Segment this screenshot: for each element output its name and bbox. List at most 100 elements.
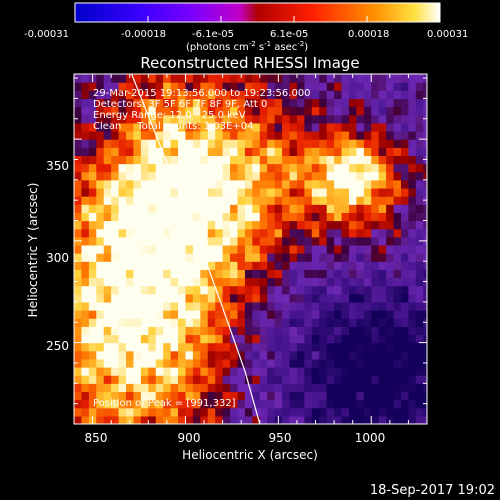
heatmap-cell [96, 204, 105, 213]
heatmap-cell [363, 367, 372, 376]
heatmap-cell [155, 253, 164, 262]
heatmap-cell [74, 228, 83, 238]
heatmap-cell [118, 114, 127, 124]
heatmap-cell [326, 155, 335, 165]
x-tick-label: 950 [269, 431, 292, 445]
heatmap-cell [81, 318, 90, 327]
heatmap-cell [200, 375, 209, 384]
heatmap-cell [237, 179, 246, 189]
heatmap-cell [96, 171, 105, 181]
heatmap-cell [393, 261, 402, 270]
heatmap-cell [118, 301, 127, 311]
heatmap-cell [163, 114, 172, 124]
heatmap-cell [155, 318, 164, 327]
heatmap-cell [348, 277, 357, 287]
heatmap-cell [334, 122, 343, 132]
heatmap-cell [88, 293, 97, 303]
heatmap-cell [319, 407, 328, 417]
heatmap-cell [259, 261, 268, 270]
heatmap-cell [423, 391, 427, 401]
heatmap-cell [74, 310, 83, 319]
heatmap-cell [96, 187, 105, 197]
heatmap-cell [267, 212, 276, 222]
chart-title: Reconstructed RHESSI Image [140, 54, 359, 72]
heatmap-cell [348, 171, 357, 181]
heatmap-cell [304, 228, 313, 238]
heatmap-cell [111, 261, 120, 270]
heatmap-cell [319, 301, 328, 311]
heatmap-cell [133, 90, 142, 100]
heatmap-cell [252, 269, 261, 279]
heatmap-cell [215, 326, 224, 336]
heatmap-cell [282, 220, 291, 230]
heatmap-cell [103, 285, 112, 295]
heatmap-cell [386, 261, 395, 270]
heatmap-cell [96, 253, 105, 262]
heatmap-cell [200, 130, 209, 140]
heatmap-cell [81, 269, 90, 279]
heatmap-cell [274, 310, 283, 319]
heatmap-cell [348, 391, 357, 401]
heatmap-cell [334, 342, 343, 352]
heatmap-cell [296, 407, 305, 417]
heatmap-cell [178, 277, 187, 287]
heatmap-cell [356, 220, 365, 230]
heatmap-cell [386, 415, 395, 424]
heatmap-cell [222, 253, 231, 262]
heatmap-cell [393, 277, 402, 287]
heatmap-cell [371, 407, 380, 417]
heatmap-cell [178, 342, 187, 352]
heatmap-cell [423, 415, 427, 424]
heatmap-cell [148, 139, 157, 148]
heatmap-cell [296, 261, 305, 270]
heatmap-cell [88, 391, 97, 401]
heatmap-cell [244, 163, 253, 173]
heatmap-cell [155, 407, 164, 417]
heatmap-cell [163, 407, 172, 417]
heatmap-cell [378, 350, 387, 360]
heatmap-cell [274, 179, 283, 189]
heatmap-cell [207, 130, 216, 140]
heatmap-cell [282, 399, 291, 409]
heatmap-cell [133, 415, 142, 424]
heatmap-cell [140, 383, 149, 393]
heatmap-cell [222, 244, 231, 254]
x-tick-label: 900 [178, 431, 201, 445]
heatmap-cell [192, 407, 201, 417]
heatmap-cell [415, 244, 424, 254]
heatmap-cell [163, 350, 172, 360]
heatmap-cell [334, 367, 343, 376]
heatmap-cell [170, 358, 179, 368]
heatmap-cell [185, 139, 194, 148]
heatmap-cell [118, 147, 127, 156]
heatmap-cell [341, 310, 350, 319]
heatmap-cell [393, 244, 402, 254]
heatmap-cell [274, 98, 283, 108]
heatmap-cell [259, 342, 268, 352]
heatmap-cell [415, 334, 424, 344]
heatmap-cell [408, 367, 417, 376]
heatmap-cell [185, 228, 194, 238]
heatmap-cell [200, 326, 209, 336]
heatmap-cell [408, 220, 417, 230]
heatmap-cell [222, 391, 231, 401]
heatmap-cell [267, 106, 276, 116]
heatmap-cell [371, 244, 380, 254]
heatmap-cell [148, 98, 157, 108]
heatmap-cell [74, 253, 83, 262]
heatmap-cell [267, 253, 276, 262]
heatmap-cell [423, 171, 427, 181]
heatmap-cell [244, 106, 253, 116]
heatmap-cell [140, 82, 149, 91]
heatmap-cell [215, 415, 224, 424]
heatmap-cell [88, 90, 97, 100]
heatmap-cell [185, 130, 194, 140]
heatmap-cell [408, 407, 417, 417]
heatmap-cell [289, 375, 298, 384]
heatmap-cell [386, 407, 395, 417]
heatmap-cell [371, 318, 380, 327]
heatmap-cell [155, 163, 164, 173]
heatmap-cell [289, 367, 298, 376]
heatmap-cell [334, 383, 343, 393]
heatmap-cell [252, 187, 261, 197]
